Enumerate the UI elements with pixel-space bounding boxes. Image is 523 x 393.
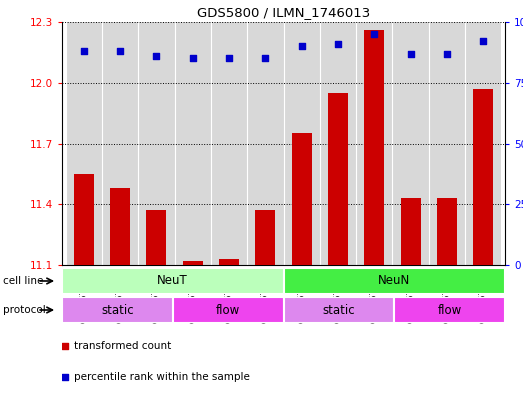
Point — [298, 43, 306, 50]
Bar — [365, 30, 384, 265]
Point — [442, 50, 451, 57]
Bar — [62, 297, 173, 323]
Bar — [247, 22, 283, 265]
Bar — [320, 22, 356, 265]
Point — [79, 48, 88, 54]
Bar — [401, 198, 420, 265]
Text: cell line: cell line — [3, 276, 43, 286]
Bar — [74, 174, 94, 265]
Point — [479, 38, 487, 44]
Point — [116, 48, 124, 54]
Bar — [138, 22, 175, 265]
Text: static: static — [101, 303, 134, 316]
Point — [188, 55, 197, 62]
Point — [334, 41, 342, 47]
Bar — [394, 297, 505, 323]
Bar — [292, 133, 312, 265]
Bar — [465, 22, 502, 265]
Bar — [328, 93, 348, 265]
Bar — [283, 268, 505, 294]
Text: NeuT: NeuT — [157, 274, 188, 288]
Bar — [110, 188, 130, 265]
Text: NeuN: NeuN — [378, 274, 411, 288]
Text: transformed count: transformed count — [74, 341, 172, 351]
Point — [225, 55, 233, 62]
Point — [406, 50, 415, 57]
Bar — [211, 22, 247, 265]
Bar — [283, 22, 320, 265]
Bar — [283, 297, 394, 323]
Bar — [146, 210, 166, 265]
Bar — [255, 210, 275, 265]
Text: protocol: protocol — [3, 305, 46, 315]
Bar — [219, 259, 239, 265]
Point — [61, 374, 69, 380]
Bar — [437, 198, 457, 265]
Bar — [429, 22, 465, 265]
Point — [261, 55, 269, 62]
Bar — [65, 22, 102, 265]
Text: percentile rank within the sample: percentile rank within the sample — [74, 372, 251, 382]
Point — [61, 343, 69, 349]
Text: static: static — [323, 303, 355, 316]
Bar — [473, 89, 493, 265]
Title: GDS5800 / ILMN_1746013: GDS5800 / ILMN_1746013 — [197, 6, 370, 19]
Bar — [173, 297, 283, 323]
Bar — [183, 261, 203, 265]
Point — [370, 31, 379, 37]
Text: flow: flow — [216, 303, 240, 316]
Bar — [175, 22, 211, 265]
Bar — [62, 268, 283, 294]
Bar — [356, 22, 392, 265]
Bar — [392, 22, 429, 265]
Text: flow: flow — [438, 303, 462, 316]
Bar — [102, 22, 138, 265]
Point — [152, 53, 161, 59]
